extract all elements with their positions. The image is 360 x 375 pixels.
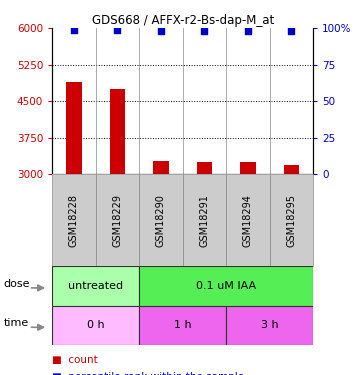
Bar [96,174,139,266]
Text: ■  percentile rank within the sample: ■ percentile rank within the sample [52,372,244,375]
Bar [197,162,212,174]
Text: GSM18291: GSM18291 [199,194,210,247]
Point [202,28,207,34]
Text: untreated: untreated [68,281,123,291]
Bar [226,306,313,345]
Bar [52,306,139,345]
Text: ■  count: ■ count [52,355,98,365]
Point [114,27,120,33]
Text: GSM18295: GSM18295 [287,194,296,247]
Bar [139,174,183,266]
Text: 0 h: 0 h [87,320,104,330]
Text: GSM18228: GSM18228 [69,194,79,247]
Text: GSM18294: GSM18294 [243,194,253,247]
Text: GSM18290: GSM18290 [156,194,166,247]
Bar [240,162,256,174]
Bar [139,266,313,306]
Bar [270,174,313,266]
Text: GSM18229: GSM18229 [112,194,122,247]
Title: GDS668 / AFFX-r2-Bs-dap-M_at: GDS668 / AFFX-r2-Bs-dap-M_at [91,14,274,27]
Bar [139,306,226,345]
Text: dose: dose [4,279,30,289]
Text: 1 h: 1 h [174,320,192,330]
Point [245,28,251,34]
Bar [66,82,82,174]
Bar [52,174,96,266]
Bar [110,89,125,174]
Point [71,27,77,33]
Bar [52,266,139,306]
Point [289,28,294,34]
Point [158,28,164,34]
Text: 3 h: 3 h [261,320,279,330]
Text: time: time [4,318,29,328]
Bar [226,174,270,266]
Bar [183,174,226,266]
Bar [284,165,299,174]
Bar [153,161,168,174]
Text: 0.1 uM IAA: 0.1 uM IAA [196,281,256,291]
